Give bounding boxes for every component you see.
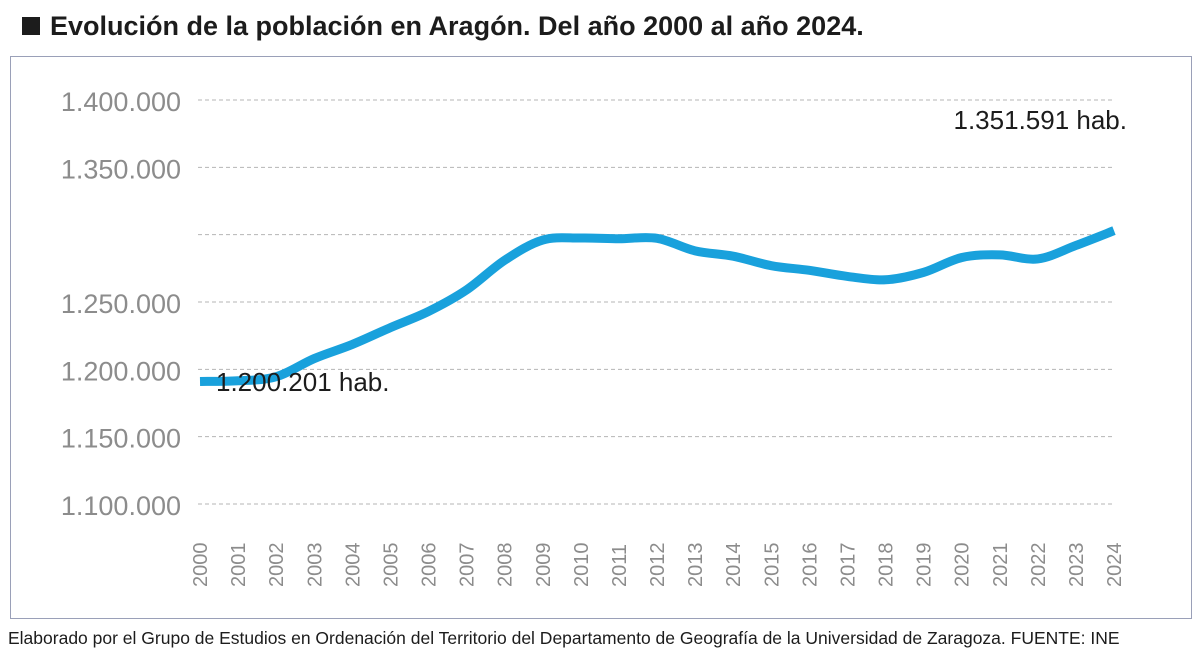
chart-title-text: Evolución de la población en Aragón. Del… bbox=[50, 10, 864, 41]
x-tick-label: 2017 bbox=[837, 543, 859, 588]
annotation-start-value: 1.200.201 hab. bbox=[216, 367, 390, 397]
x-tick-label: 2019 bbox=[914, 543, 936, 588]
x-tick-label: 2020 bbox=[952, 543, 974, 588]
x-tick-label: 2022 bbox=[1028, 543, 1050, 588]
x-tick-label: 2009 bbox=[533, 543, 555, 588]
y-tick-label: 1.350.000 bbox=[61, 154, 181, 184]
x-tick-label: 2023 bbox=[1066, 543, 1088, 588]
y-tick-label: 1.200.000 bbox=[61, 356, 181, 386]
x-tick-label: 2000 bbox=[190, 543, 212, 588]
x-tick-label: 2015 bbox=[761, 543, 783, 588]
y-tick-label: 1.250.000 bbox=[61, 289, 181, 319]
x-tick-label: 2021 bbox=[990, 543, 1012, 588]
source-footer: Elaborado por el Grupo de Estudios en Or… bbox=[8, 628, 1120, 648]
x-tick-label: 2001 bbox=[228, 543, 250, 588]
x-tick-label: 2013 bbox=[685, 543, 707, 588]
title-square-icon bbox=[22, 17, 40, 35]
x-tick-label: 2012 bbox=[647, 543, 669, 588]
x-tick-label: 2024 bbox=[1104, 543, 1126, 588]
x-tick-label: 2010 bbox=[571, 543, 593, 588]
annotation-end-value: 1.351.591 hab. bbox=[954, 105, 1128, 135]
x-tick-label: 2011 bbox=[609, 544, 631, 587]
x-tick-label: 2002 bbox=[266, 543, 288, 588]
x-tick-label: 2005 bbox=[380, 543, 402, 588]
y-tick-label: 1.400.000 bbox=[61, 87, 181, 117]
chart-title: Evolución de la población en Aragón. Del… bbox=[22, 8, 864, 44]
x-tick-label: 2003 bbox=[304, 543, 326, 588]
x-tick-label: 2016 bbox=[799, 543, 821, 588]
x-tick-label: 2018 bbox=[876, 543, 898, 588]
y-tick-label: 1.150.000 bbox=[61, 424, 181, 454]
population-line-chart: 1.100.000 1.150.000 1.200.000 1.250.000 1.35… bbox=[61, 87, 1128, 588]
x-tick-label: 2004 bbox=[342, 543, 364, 588]
x-tick-label: 2014 bbox=[723, 543, 745, 588]
y-tick-label: 1.100.000 bbox=[61, 491, 181, 521]
x-tick-label: 2007 bbox=[457, 543, 479, 588]
chart-frame bbox=[10, 56, 1192, 619]
x-tick-label: 2008 bbox=[495, 543, 517, 588]
x-tick-label: 2006 bbox=[419, 543, 441, 588]
population-series-line bbox=[199, 226, 1116, 386]
